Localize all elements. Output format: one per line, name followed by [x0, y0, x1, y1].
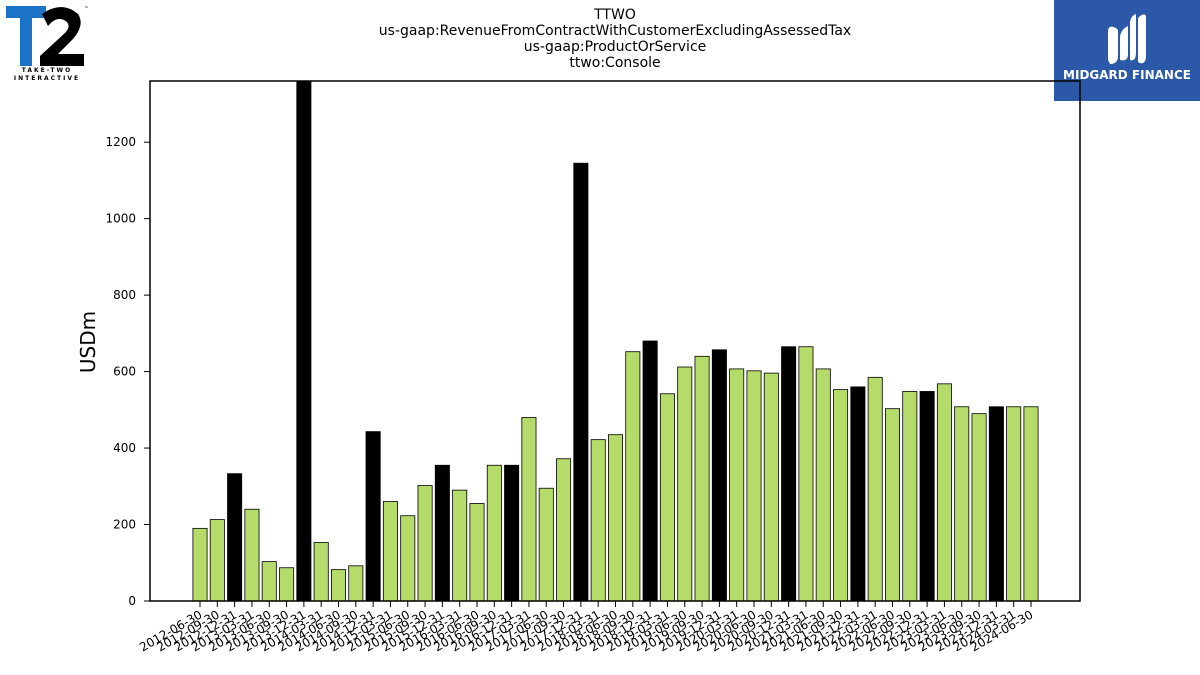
- bar-2015-09-30: [417, 485, 433, 602]
- take-two-caption: TAKE-TWO INTERACTIVE: [13, 67, 81, 82]
- bar-2024-03-31: [1006, 406, 1022, 602]
- bar-2019-03-31: [659, 393, 675, 602]
- bar-2017-12-31: [573, 162, 589, 602]
- title-member: ttwo:Console: [569, 55, 661, 71]
- y-axis: 0 200 400 600 800 1000 1200: [105, 135, 150, 608]
- plot-frame: [149, 80, 1081, 602]
- bar-2020-12-31: [781, 346, 797, 602]
- bar-2015-06-30: [400, 515, 416, 602]
- bar-2018-06-30: [608, 434, 623, 602]
- bar-2021-06-30: [815, 368, 831, 602]
- bar-2018-12-31: [642, 340, 658, 602]
- bar-2020-09-30: [763, 372, 779, 602]
- bar-2013-06-30: [261, 561, 277, 602]
- bar-2014-06-30: [331, 569, 346, 602]
- bar-2013-03-31: [244, 508, 260, 602]
- bar-series: [192, 80, 1039, 602]
- y-axis-label: USDm: [76, 310, 100, 374]
- title-axis: us-gaap:ProductOrService: [523, 39, 707, 55]
- y-tick-label: 600: [113, 365, 136, 379]
- bar-2017-06-30: [538, 487, 554, 602]
- bar-2013-12-31: [296, 80, 312, 602]
- bar-2023-03-31: [936, 383, 952, 602]
- bar-2016-03-31: [452, 489, 468, 602]
- bar-2023-06-30: [954, 406, 970, 602]
- bar-2021-03-31: [798, 346, 814, 602]
- bar-2015-03-31: [382, 501, 398, 602]
- bar-2016-09-30: [486, 464, 502, 602]
- title-concept: us-gaap:RevenueFromContractWithCustomerE…: [378, 23, 852, 39]
- y-tick-label: 1200: [105, 135, 136, 149]
- y-tick-label: 1000: [105, 212, 136, 226]
- bar-2019-06-30: [677, 366, 693, 602]
- bar-2018-03-31: [590, 439, 606, 602]
- bar-2020-06-30: [746, 370, 762, 602]
- bar-2017-09-30: [556, 458, 572, 602]
- bar-2019-09-30: [694, 355, 710, 602]
- bar-2014-12-31: [365, 431, 381, 602]
- bar-2017-03-31: [521, 417, 537, 602]
- bar-2012-09-30: [209, 519, 225, 602]
- bar-2015-12-31: [434, 464, 450, 602]
- x-axis: 2012-06-302012-09-302012-12-312013-03-31…: [137, 601, 1036, 654]
- bar-2022-03-31: [867, 376, 883, 602]
- title-ticker: TTWO: [594, 7, 636, 23]
- y-tick-label: 0: [128, 594, 136, 608]
- bar-2022-12-31: [919, 391, 935, 602]
- bar-2016-12-31: [504, 464, 520, 602]
- bar-2023-09-30: [971, 413, 987, 602]
- bar-2022-06-30: [885, 408, 900, 602]
- brand-name: MIDGARD FINANCE: [1063, 68, 1191, 82]
- midgard-logo-icon: [1108, 14, 1146, 65]
- bar-2018-09-30: [625, 351, 641, 602]
- bar-2014-03-31: [313, 542, 329, 602]
- bar-2021-09-30: [833, 389, 849, 602]
- bar-2021-12-31: [850, 386, 866, 602]
- bar-2024-06-30: [1023, 406, 1039, 602]
- take-two-logo-icon: ™: [6, 6, 89, 66]
- y-tick-label: 800: [113, 288, 136, 302]
- bar-2022-09-30: [902, 391, 918, 602]
- bar-2013-09-30: [279, 567, 295, 602]
- bar-2014-09-30: [348, 565, 364, 602]
- svg-text:™: ™: [84, 6, 89, 12]
- bar-2020-03-31: [729, 368, 745, 602]
- y-tick-label: 200: [113, 518, 136, 532]
- y-tick-label: 400: [113, 441, 136, 455]
- bar-2023-12-31: [988, 406, 1004, 602]
- chart-title: TTWO us-gaap:RevenueFromContractWithCust…: [300, 7, 930, 71]
- bar-2012-06-30: [192, 527, 208, 602]
- midgard-finance-logo: MIDGARD FINANCE: [1054, 0, 1200, 101]
- bar-2012-12-31: [227, 473, 243, 602]
- bar-2016-06-30: [469, 503, 485, 602]
- bar-2019-12-31: [711, 349, 727, 602]
